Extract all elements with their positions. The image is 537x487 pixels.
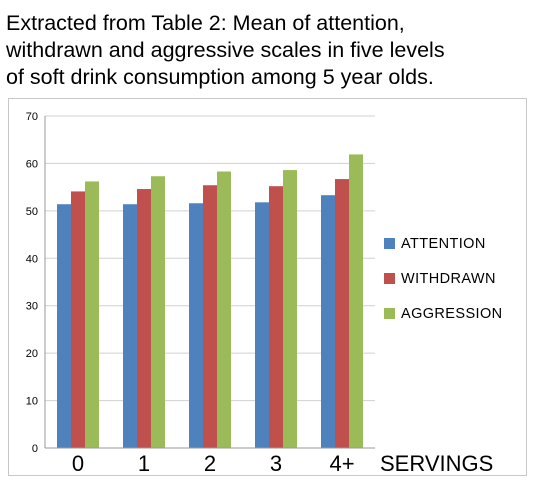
chart-title-line-2: withdrawn and aggressive scales in five … <box>6 38 445 62</box>
y-tick-label: 0 <box>32 443 38 455</box>
x-axis-label: SERVINGS <box>380 451 494 476</box>
legend-label: ATTENTION <box>401 235 486 252</box>
bar-withdrawn-3 <box>269 186 283 449</box>
x-tick-label: 0 <box>72 451 84 476</box>
y-tick-label: 70 <box>26 111 38 123</box>
bar-withdrawn-4+ <box>335 179 349 448</box>
y-tick-label: 60 <box>26 158 38 170</box>
bar-withdrawn-2 <box>203 185 217 448</box>
bar-aggression-4+ <box>349 154 363 448</box>
legend-item: AGGRESSION <box>384 296 524 331</box>
y-tick-label: 40 <box>26 253 38 265</box>
x-tick-label: 3 <box>270 451 282 476</box>
chart-legend: ATTENTION WITHDRAWN AGGRESSION <box>384 226 524 331</box>
bar-aggression-3 <box>283 170 297 448</box>
y-tick-label: 30 <box>26 301 38 313</box>
bar-attention-0 <box>57 204 71 448</box>
legend-label: WITHDRAWN <box>401 270 496 287</box>
bar-attention-3 <box>255 202 269 448</box>
chart-area <box>8 98 527 476</box>
legend-swatch <box>384 308 395 319</box>
y-tick-label: 50 <box>26 206 38 218</box>
bar-withdrawn-0 <box>71 191 85 448</box>
legend-label: AGGRESSION <box>401 305 503 322</box>
bar-aggression-2 <box>217 171 231 448</box>
bar-attention-4+ <box>321 195 335 448</box>
x-tick-label: 2 <box>204 451 216 476</box>
chart-title: Extracted from Table 2: Mean of attentio… <box>6 10 531 91</box>
bars <box>57 154 363 449</box>
y-tick-label: 10 <box>26 396 38 408</box>
legend-item: ATTENTION <box>384 226 524 261</box>
bar-aggression-1 <box>151 176 165 448</box>
y-tick-label: 20 <box>26 348 38 360</box>
axes <box>44 116 375 449</box>
legend-swatch <box>384 273 395 284</box>
legend-item: WITHDRAWN <box>384 261 524 296</box>
y-tick-labels: 0 10 20 30 40 50 60 70 <box>26 111 38 455</box>
bar-withdrawn-1 <box>137 189 151 449</box>
x-tick-label: 4+ <box>329 451 354 476</box>
x-tick-labels: 0 1 2 3 4+ <box>72 451 355 476</box>
chart-title-line-1: Extracted from Table 2: Mean of attentio… <box>6 11 405 35</box>
bar-attention-2 <box>189 203 203 448</box>
chart-title-line-3: of soft drink consumption among 5 year o… <box>6 65 434 89</box>
legend-swatch <box>384 238 395 249</box>
bar-aggression-0 <box>85 181 99 449</box>
x-tick-label: 1 <box>138 451 150 476</box>
bar-attention-1 <box>123 204 137 448</box>
